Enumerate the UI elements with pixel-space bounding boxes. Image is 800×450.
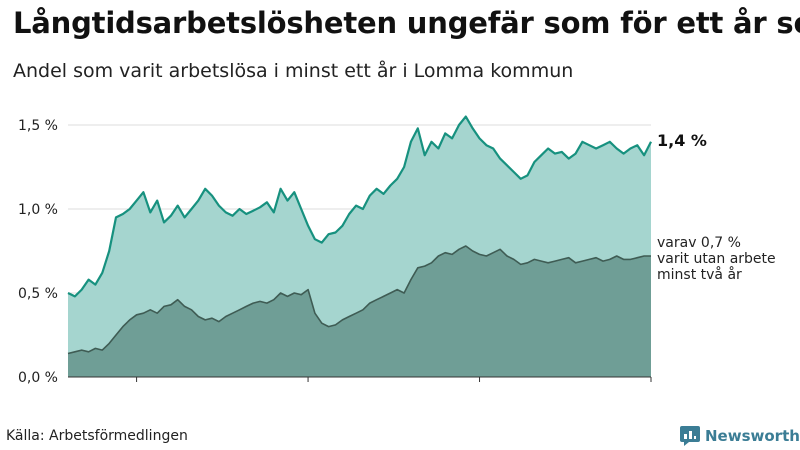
x-tick-label: jan 2025	[619, 399, 681, 400]
long-term-label-line-1: varav 0,7 %	[657, 235, 741, 251]
source-note: Källa: Arbetsförmedlingen	[6, 428, 188, 444]
brand-logo[interactable]: Newsworthy	[680, 426, 800, 446]
y-tick-label: 0,0 %	[18, 370, 58, 386]
brand-name: Newsworthy	[705, 427, 800, 445]
series-lines	[67, 115, 652, 355]
total-line	[67, 115, 652, 298]
long-term-line	[67, 245, 651, 355]
x-axis: 2010 2015 2020 jan 2025	[68, 376, 682, 400]
series-areas	[68, 116, 651, 377]
y-tick-label: 1,5 %	[18, 118, 58, 134]
x-tick-label: 2020	[462, 399, 498, 400]
total-end-label: 1,4 %	[657, 131, 707, 150]
newsworthy-logo-icon	[680, 426, 700, 446]
x-tick-label: 2015	[290, 399, 326, 400]
y-tick-label: 0,5 %	[18, 286, 58, 302]
x-tick-label: 2010	[119, 399, 155, 400]
y-tick-label: 1,0 %	[18, 202, 58, 218]
chart-subtitle: Andel som varit arbetslösa i minst ett å…	[13, 60, 574, 82]
area-chart: 0,0 % 0,5 % 1,0 % 1,5 % 2010 2015 2020 jan 202…	[18, 115, 776, 400]
y-axis: 0,0 % 0,5 % 1,0 % 1,5 %	[18, 118, 58, 386]
end-labels: 1,4 % varav 0,7 % varit utan arbete mins…	[657, 131, 776, 283]
long-term-label-line-2: varit utan arbete	[657, 251, 776, 267]
chart-title: Långtidsarbetslösheten ungefär som för e…	[13, 6, 800, 40]
long-term-label-line-3: minst två år	[657, 266, 742, 283]
